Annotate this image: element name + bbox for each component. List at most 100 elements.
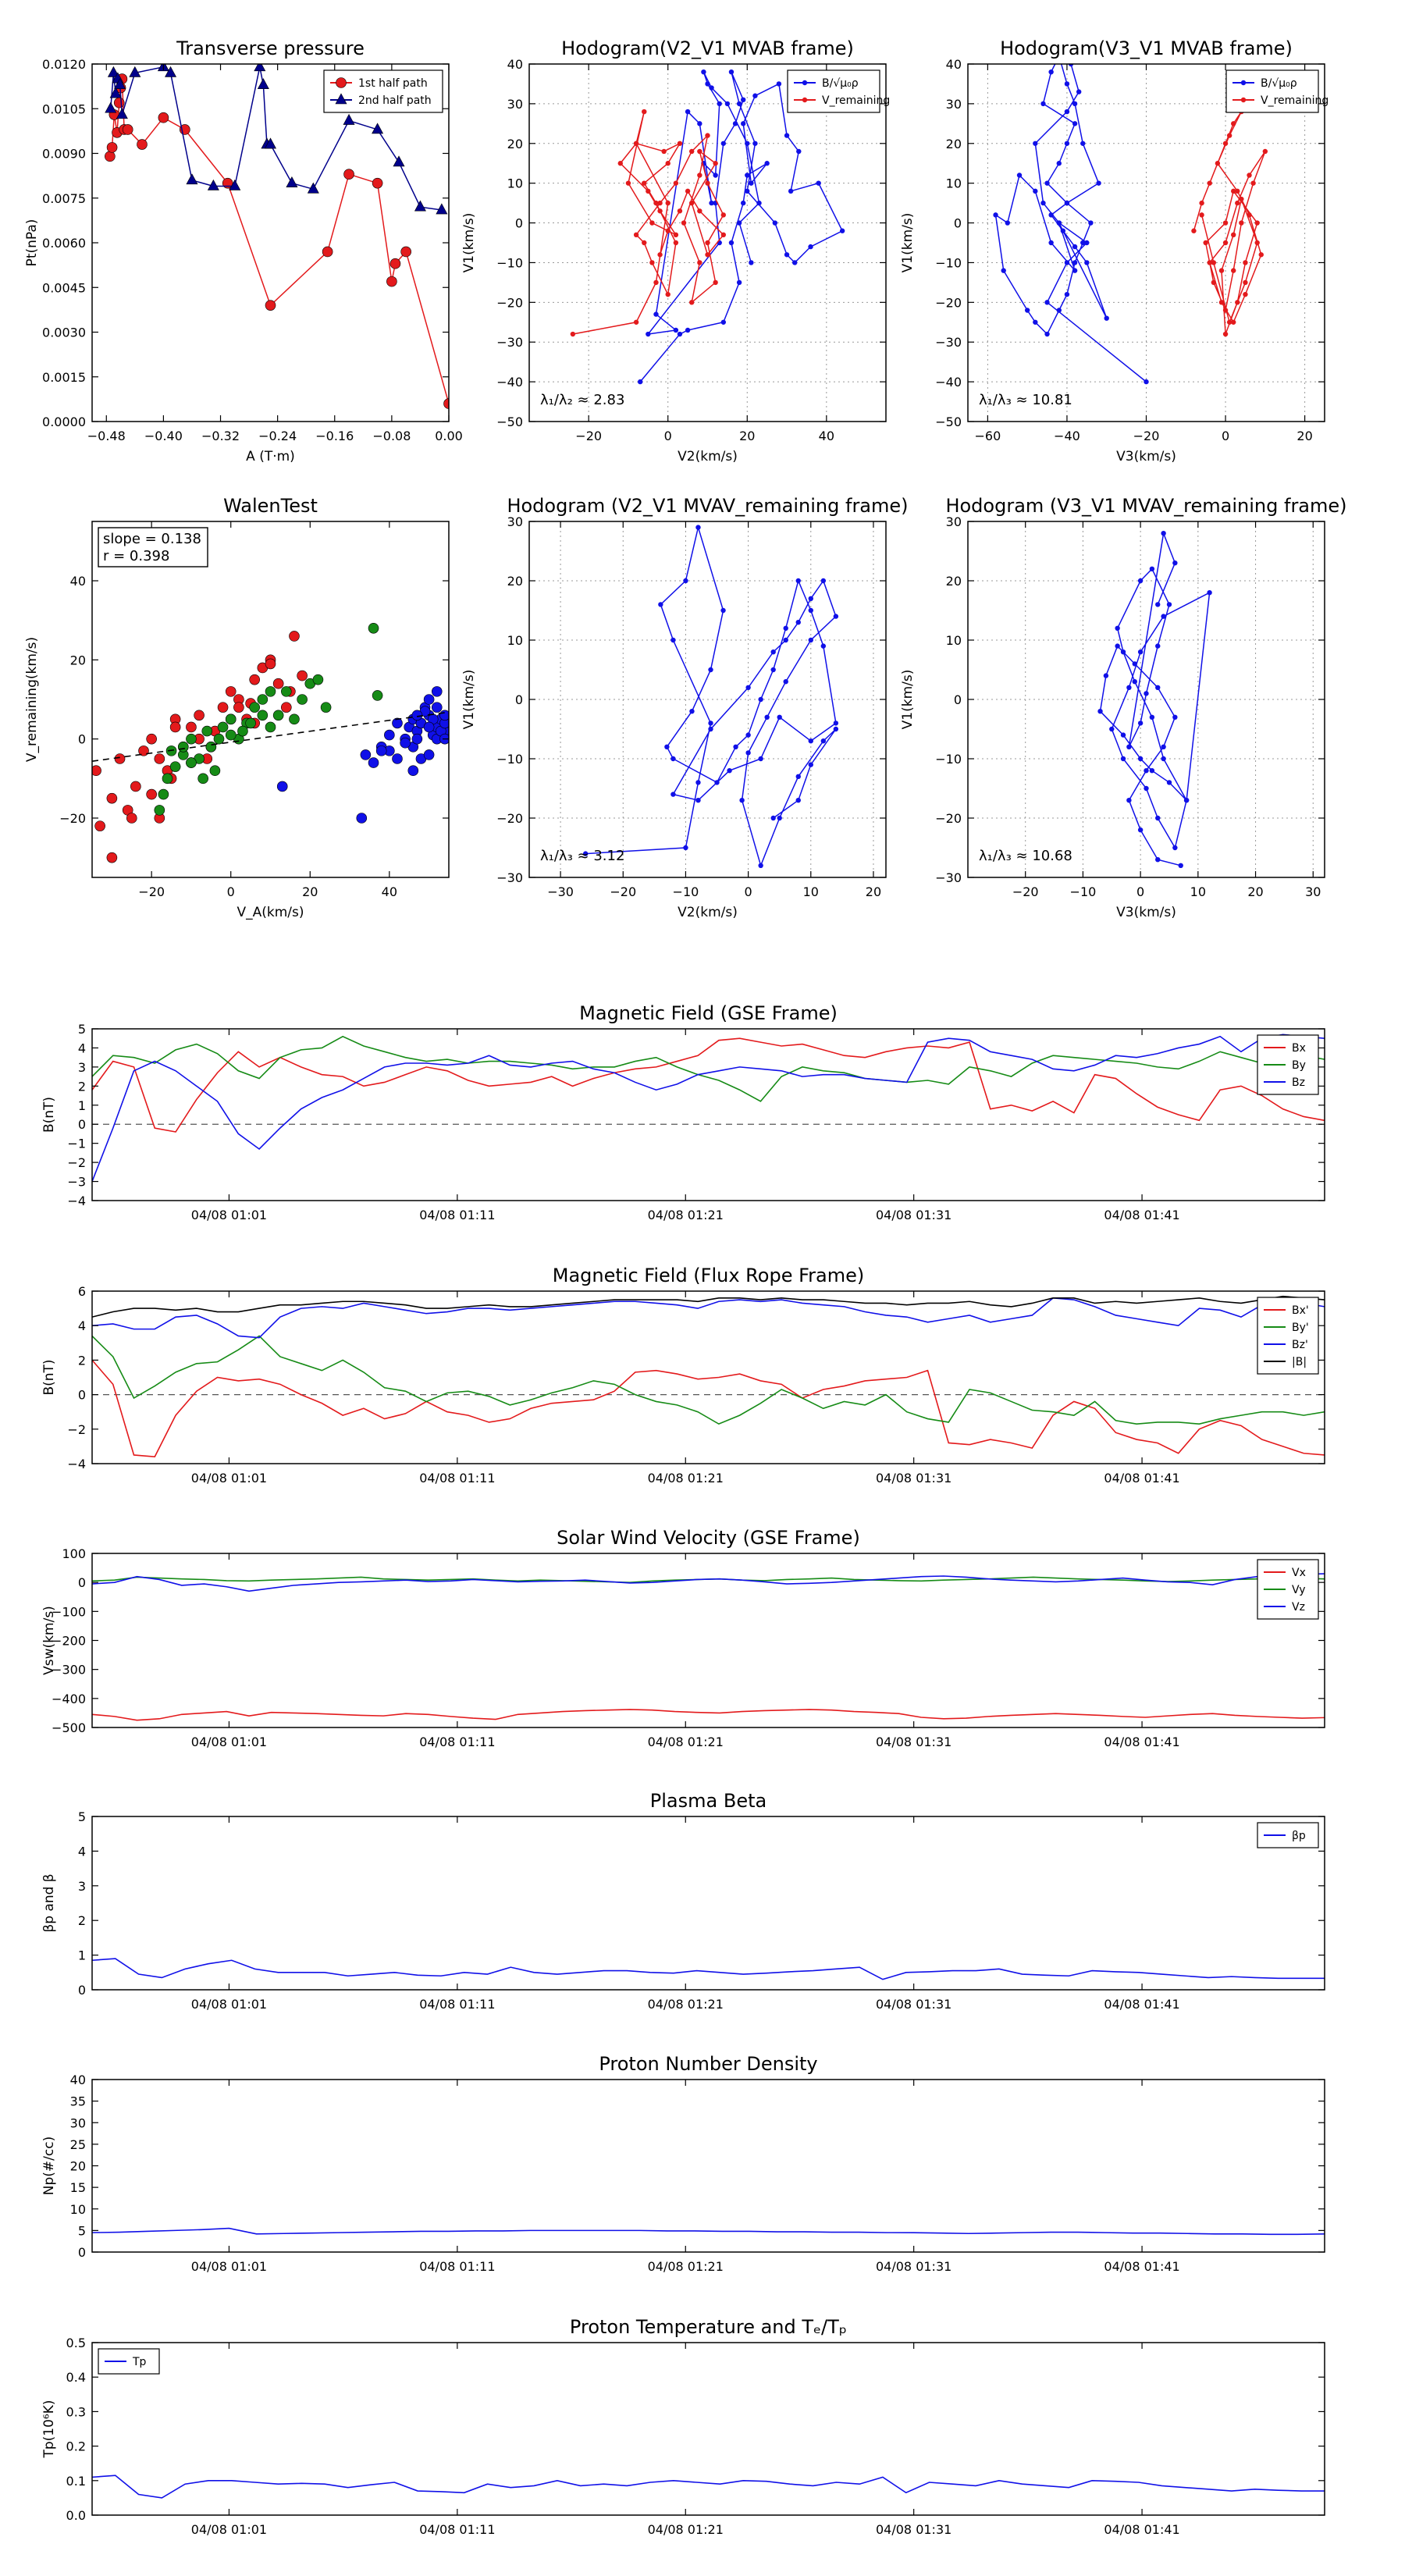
ratio-annotation: λ₁/λ₃ ≈ 10.81 [979,392,1072,408]
y-tick-label: −10 [935,752,962,767]
legend: B/√μ₀ρ V_remaining [1225,69,1329,113]
data-point [320,702,332,713]
data-point [254,64,266,72]
legend-label: Bz' [1292,1339,1308,1351]
series-line [92,1958,1325,1980]
data-point [673,232,679,238]
legend: Bx' By' Bz' |B| [1257,1297,1319,1375]
data-point [1068,64,1074,67]
data-point [697,260,702,265]
data-point [1120,732,1126,738]
data-point [423,694,435,705]
legend-label: 2nd half path [358,94,432,107]
data-point [213,733,225,745]
data-point [705,81,710,87]
x-tick-label: 10 [1190,884,1206,899]
series-line [994,64,1147,382]
y-tick-label: −20 [496,811,523,826]
data-point [695,780,701,785]
series-by [92,1335,1325,1425]
legend: Vx Vy Vz [1257,1559,1319,1620]
data-point [745,732,751,738]
x-tick-label: 04/08 01:11 [419,1471,495,1485]
data-point [94,820,105,831]
data-point [642,240,647,246]
x-tick-label: −40 [1054,429,1080,443]
data-point [833,726,839,732]
x-tick-label: 04/08 01:11 [419,2259,495,2274]
series-line [92,1709,1325,1721]
data-point [720,607,726,614]
plot-frame [91,521,450,878]
data-point [649,260,655,265]
y-axis-label: V_remaining(km/s) [24,637,40,762]
data-point [720,232,727,238]
legend-label: B/√μ₀ρ [1261,77,1297,90]
data-layer [92,1295,1325,1458]
data-point [677,331,683,337]
y-tick-label: 40 [70,574,86,589]
data-point [1262,148,1268,155]
data-point [673,180,679,186]
y-tick-label: 0 [78,732,86,747]
data-point [1088,220,1094,226]
data-point [126,813,137,824]
data-point [673,327,679,333]
series-1sthalfpath [105,73,449,409]
data-point [229,179,241,190]
data-point [1258,252,1264,258]
data-point [245,717,256,729]
y-tick-label: 0 [515,216,523,231]
legend-label: 1st half path [358,77,428,90]
y-tick-label: 4 [78,1318,86,1333]
chart-vel: 04/08 01:01 04/08 01:11 04/08 01:21 04/08 0… [41,1527,1325,1749]
data-point [1064,81,1070,87]
data-point [114,753,126,764]
x-tick-label: 04/08 01:21 [648,1208,724,1222]
data-point [820,578,827,584]
data-point [720,141,727,146]
data-point [372,690,383,701]
data-point [431,686,443,697]
data-point [264,137,277,149]
data-point [736,101,742,107]
data-point [717,101,722,107]
data-point [653,311,659,317]
legend-item: βp [1264,1830,1306,1842]
x-tick-label: −0.08 [372,429,411,443]
legend-label: βp [1292,1830,1306,1842]
data-point [411,733,423,745]
y-tick-label: 0.0030 [42,326,86,340]
x-tick-label: 04/08 01:11 [419,1208,495,1222]
data-point [158,112,169,123]
legend: Bx By Bz [1257,1034,1319,1095]
data-point [1218,268,1225,273]
data-point [146,788,157,800]
legend-item: V_remaining [1232,94,1329,107]
legend: Tp [98,2348,160,2375]
data-point [1033,141,1038,146]
data-layer [92,1034,1325,1182]
legend-frame [1257,1297,1319,1375]
data-point [225,729,237,741]
y-tick-label: 10 [507,633,523,648]
data-point [431,702,443,713]
data-point [1137,827,1144,833]
y-tick-label: 30 [946,514,962,529]
x-tick-label: 04/08 01:01 [191,1997,267,2012]
data-point [749,180,754,186]
data-point [745,750,751,756]
data-point [770,815,776,821]
y-tick-label: −300 [52,1663,86,1678]
data-point [158,788,169,800]
data-point [1137,578,1144,584]
data-point [1231,319,1236,325]
data-layer [92,2227,1325,2236]
x-tick-label: 0 [664,429,672,443]
y-tick-label: 35 [70,2094,86,2109]
data-point [1243,291,1248,297]
data-layer [570,69,845,385]
data-point [436,203,448,215]
series-0 [582,525,839,869]
legend-label: Vz [1292,1601,1305,1614]
